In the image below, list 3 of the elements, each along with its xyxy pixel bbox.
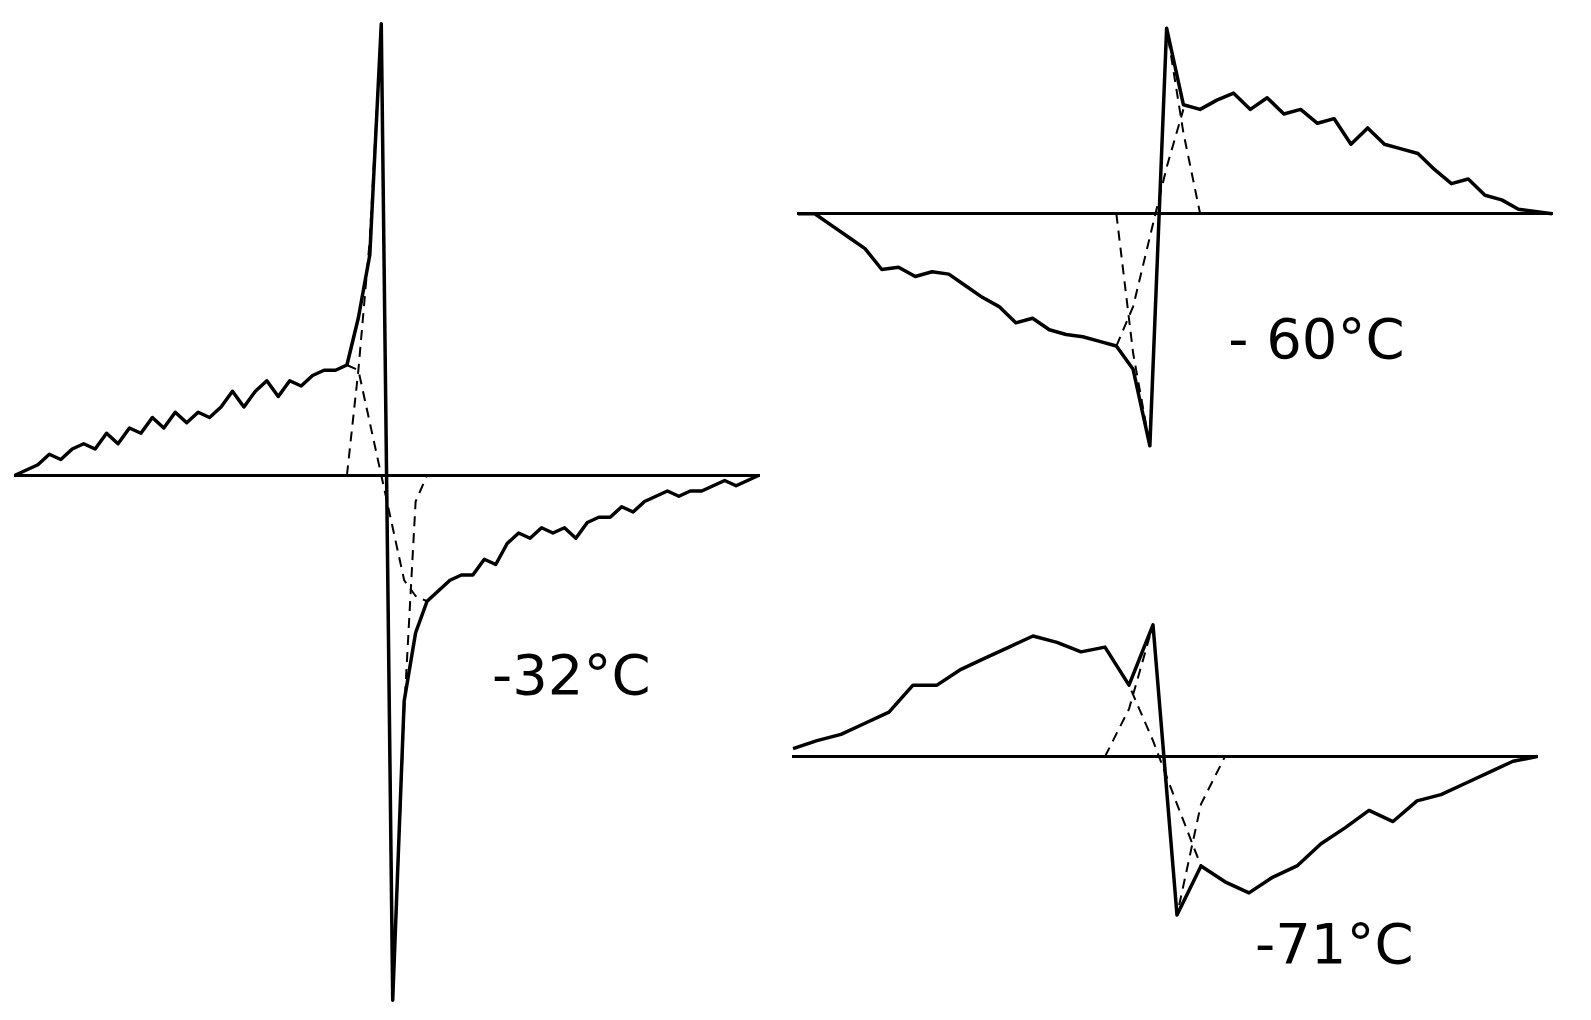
- annotation: -71°C: [1255, 911, 1414, 976]
- annotation: - 60°C: [1228, 305, 1405, 371]
- annotation: -32°C: [492, 642, 651, 707]
